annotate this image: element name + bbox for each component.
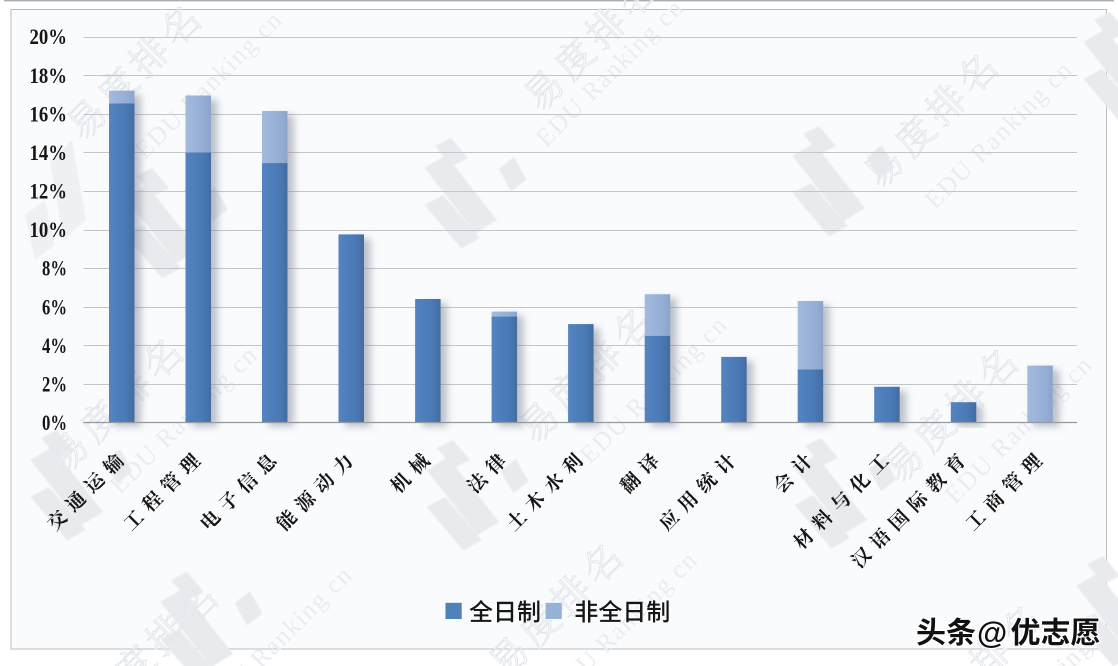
svg-text:0%: 0% bbox=[42, 410, 67, 435]
svg-text:16%: 16% bbox=[30, 101, 68, 126]
svg-text:@: @ bbox=[977, 615, 1007, 650]
svg-text:20%: 20% bbox=[30, 24, 68, 49]
svg-text:12%: 12% bbox=[30, 179, 68, 204]
svg-text:6%: 6% bbox=[42, 294, 67, 319]
svg-text:8%: 8% bbox=[42, 256, 67, 281]
svg-text:10%: 10% bbox=[30, 217, 68, 242]
svg-text:14%: 14% bbox=[30, 140, 68, 165]
svg-text:2%: 2% bbox=[42, 371, 67, 396]
svg-text:4%: 4% bbox=[42, 333, 67, 358]
svg-text:18%: 18% bbox=[30, 63, 68, 88]
